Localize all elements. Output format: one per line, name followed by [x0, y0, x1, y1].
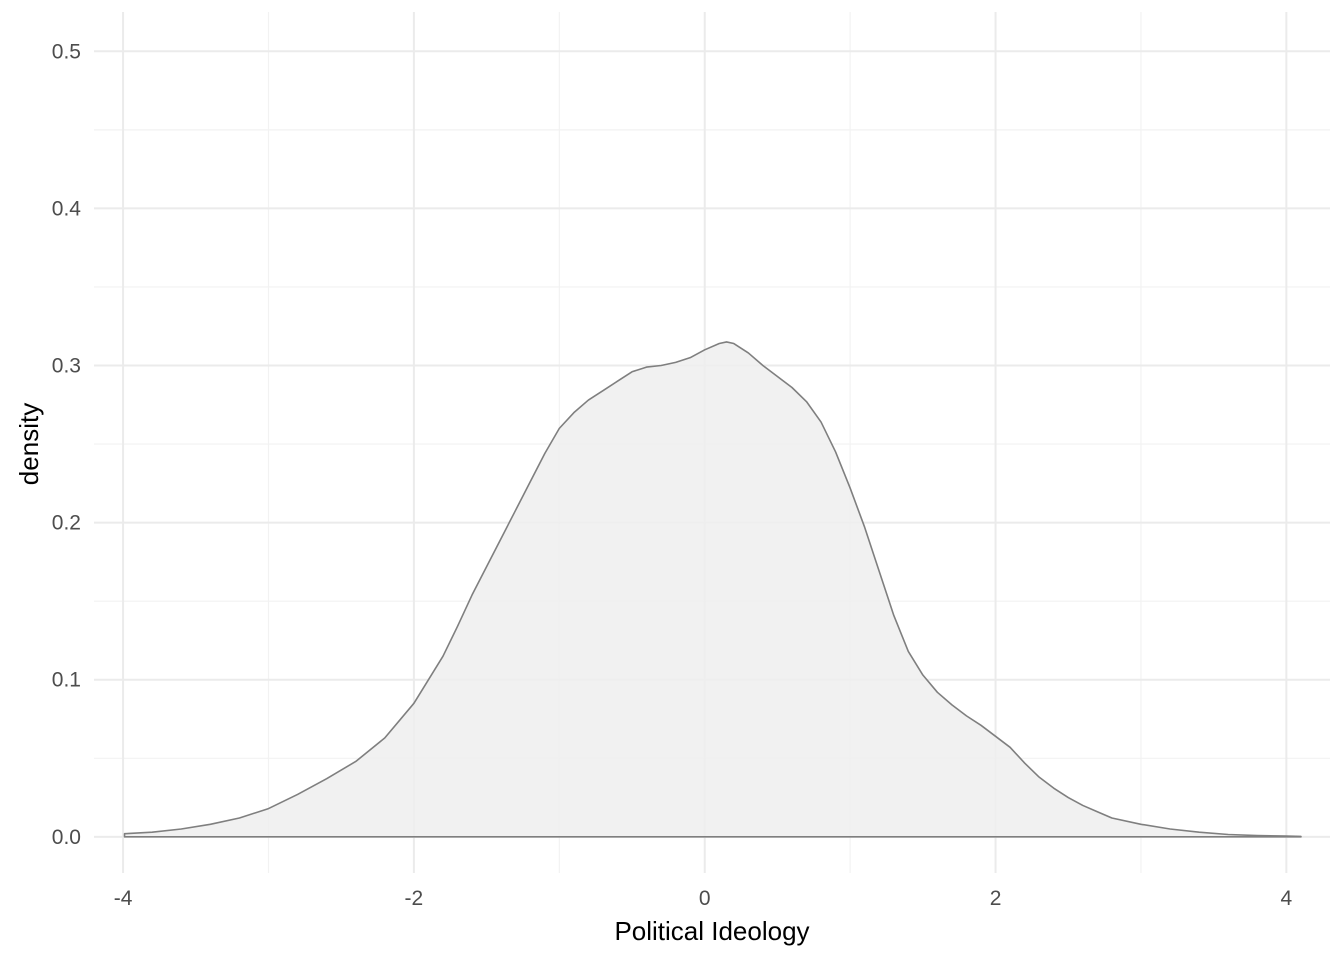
y-tick-label: 0.0 — [52, 826, 81, 849]
x-tick-label: 0 — [699, 887, 711, 910]
y-tick-label: 0.4 — [52, 197, 82, 220]
y-tick-label: 0.2 — [52, 512, 81, 535]
y-tick-label: 0.5 — [52, 40, 81, 63]
x-tick-label: -2 — [405, 887, 424, 910]
y-tick-label: 0.3 — [52, 355, 81, 378]
y-axis-title: density — [14, 403, 44, 485]
x-tick-label: 2 — [990, 887, 1002, 910]
y-tick-label: 0.1 — [52, 669, 81, 692]
x-tick-label: -4 — [114, 887, 133, 910]
density-series — [123, 341, 1302, 838]
x-tick-label: 4 — [1281, 887, 1293, 910]
density-line — [123, 341, 1302, 838]
y-axis-ticks: 0.0 0.1 0.2 0.3 0.4 0.5 — [52, 40, 82, 849]
x-axis-title: Political Ideology — [614, 916, 809, 946]
x-axis-ticks: -4 -2 0 2 4 — [114, 887, 1293, 910]
density-area-fill — [124, 341, 1301, 837]
